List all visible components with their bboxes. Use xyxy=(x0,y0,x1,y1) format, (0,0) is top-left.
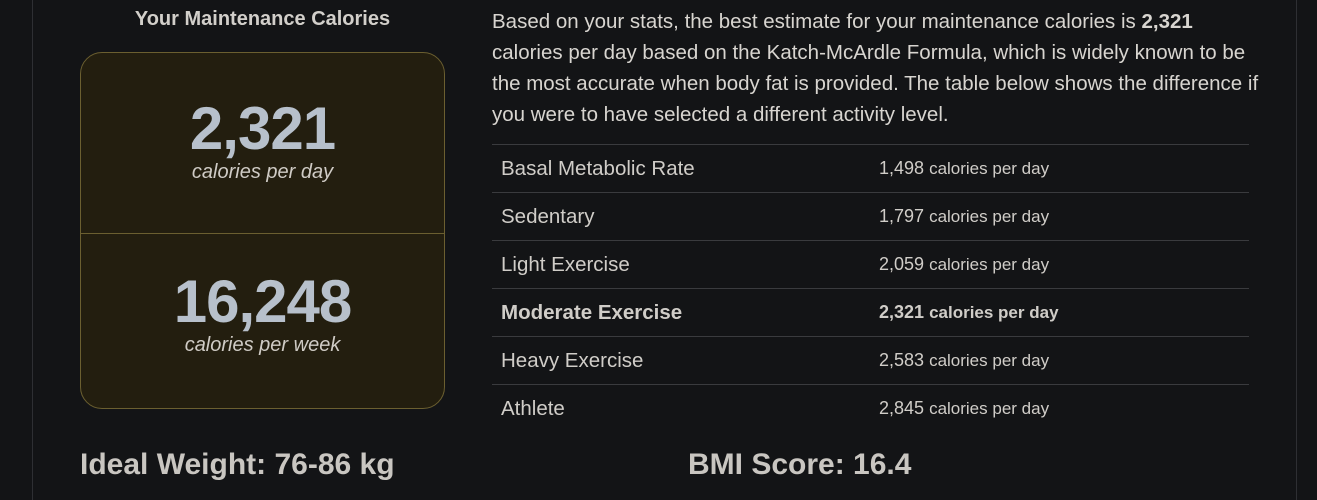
content-frame xyxy=(32,0,1297,500)
calories-unit: calories per day xyxy=(929,159,1050,178)
calories-value: 2,583 xyxy=(879,350,925,370)
activity-level: Light Exercise xyxy=(492,240,879,289)
table-row: Heavy Exercise 2,583 calories per day xyxy=(492,336,1249,385)
calories-value: 1,797 xyxy=(879,206,925,226)
table-row: Moderate Exercise 2,321 calories per day xyxy=(492,288,1249,337)
description-highlight: 2,321 xyxy=(1141,10,1193,33)
activity-calories: 2,059 calories per day xyxy=(879,240,1249,289)
bmi-score: BMI Score: 16.4 xyxy=(688,448,912,481)
calories-value: 2,059 xyxy=(879,254,925,274)
table-row: Athlete 2,845 calories per day xyxy=(492,384,1249,432)
daily-calories-unit: calories per day xyxy=(191,161,334,183)
calories-unit: calories per day xyxy=(929,399,1050,418)
table-row: Basal Metabolic Rate 1,498 calories per d… xyxy=(492,144,1249,193)
calories-unit: calories per day xyxy=(929,207,1050,226)
activity-calories: 2,583 calories per day xyxy=(879,336,1249,385)
activity-level: Basal Metabolic Rate xyxy=(492,144,879,193)
calories-unit: calories per day xyxy=(929,351,1050,370)
activity-calories: 2,321 calories per day xyxy=(879,288,1249,337)
daily-calories-panel: 2,321 calories per day xyxy=(81,53,444,234)
activity-calories: 1,797 calories per day xyxy=(879,192,1249,241)
activity-level: Sedentary xyxy=(492,192,879,241)
calories-unit: calories per day xyxy=(929,255,1050,274)
weekly-calories-value: 16,248 xyxy=(173,268,353,335)
daily-calories-value: 2,321 xyxy=(189,95,336,162)
activity-calories: 1,498 calories per day xyxy=(879,144,1249,193)
maintenance-title: Your Maintenance Calories xyxy=(134,8,391,30)
calories-value: 2,845 xyxy=(879,398,925,418)
description-after: calories per day based on the Katch-McAr… xyxy=(492,41,1259,126)
calories-value: 2,321 xyxy=(879,302,925,322)
description-before: Based on your stats, the best estimate f… xyxy=(492,10,1142,33)
calories-card: 2,321 calories per day 16,248 calories p… xyxy=(80,52,445,409)
ideal-weight: Ideal Weight: 76-86 kg xyxy=(80,448,395,481)
calories-unit: calories per day xyxy=(929,303,1059,322)
activity-level: Moderate Exercise xyxy=(492,288,879,337)
activity-level: Athlete xyxy=(492,384,879,432)
weekly-calories-panel: 16,248 calories per week xyxy=(81,234,444,408)
activity-calories: 2,845 calories per day xyxy=(879,384,1249,432)
table-row: Light Exercise 2,059 calories per day xyxy=(492,240,1249,289)
activity-level: Heavy Exercise xyxy=(492,336,879,385)
activity-level-table: Basal Metabolic Rate 1,498 calories per d… xyxy=(492,144,1249,432)
calories-value: 1,498 xyxy=(879,158,925,178)
description-text: Based on your stats, the best estimate f… xyxy=(492,6,1262,130)
weekly-calories-unit: calories per week xyxy=(184,334,341,356)
table-row: Sedentary 1,797 calories per day xyxy=(492,192,1249,241)
